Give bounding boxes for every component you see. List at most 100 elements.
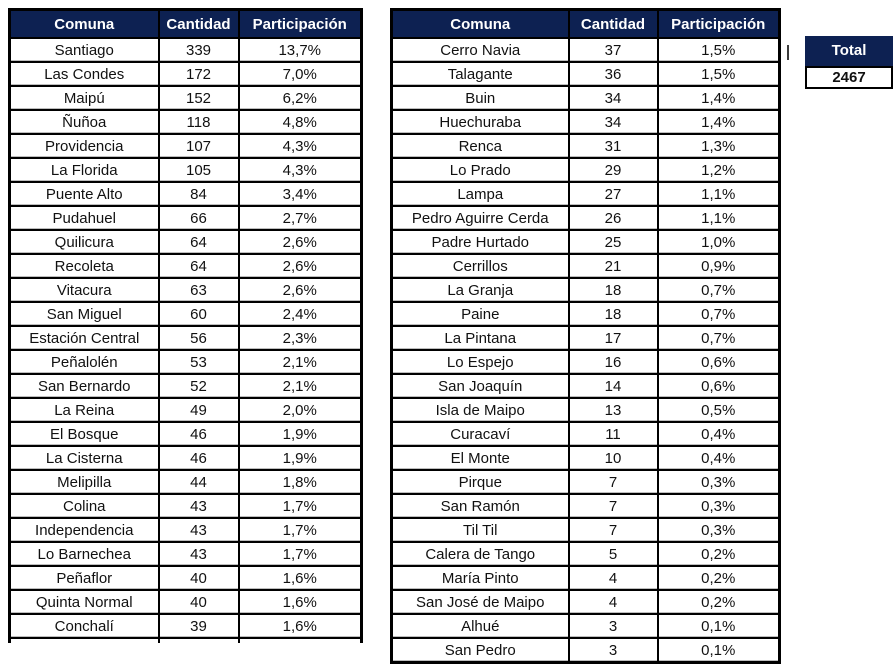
cantidad-cell: 18 xyxy=(567,277,659,303)
table-row: Buin 34 1,4% xyxy=(390,85,781,111)
participacion-cell: 0,2% xyxy=(656,541,781,567)
participacion-cell: 2,6% xyxy=(237,253,363,279)
cantidad-cell: 43 xyxy=(157,517,240,543)
participacion-cell: 7,0% xyxy=(237,61,363,87)
table-row: El Monte 10 0,4% xyxy=(390,445,781,471)
participacion-cell: 2,3% xyxy=(237,325,363,351)
cantidad-cell: 40 xyxy=(157,589,240,615)
comuna-cell: La Pintana xyxy=(390,325,570,351)
participacion-cell: 2,7% xyxy=(237,205,363,231)
cantidad-cell: 34 xyxy=(567,85,659,111)
table-row: Lampa 27 1,1% xyxy=(390,181,781,207)
table-row: Renca 31 1,3% xyxy=(390,133,781,159)
table-row: Cerrillos 21 0,9% xyxy=(390,253,781,279)
cantidad-cell: 49 xyxy=(157,397,240,423)
table-row: Paine 18 0,7% xyxy=(390,301,781,327)
table-row: San José de Maipo 4 0,2% xyxy=(390,589,781,615)
comuna-cell: La Reina xyxy=(8,397,160,423)
participacion-cell: 1,7% xyxy=(237,517,363,543)
comuna-cell: Colina xyxy=(8,493,160,519)
participacion-cell: 2,0% xyxy=(237,397,363,423)
table-row: Til Til 7 0,3% xyxy=(390,517,781,543)
participacion-cell: 1,0% xyxy=(656,229,781,255)
column-header-participacion: Participación xyxy=(237,8,363,39)
table-row: Lo Barnechea 43 1,7% xyxy=(8,541,363,567)
cantidad-cell: 14 xyxy=(567,373,659,399)
comuna-cell: El Monte xyxy=(390,445,570,471)
comuna-cell: Melipilla xyxy=(8,469,160,495)
cantidad-cell: 84 xyxy=(157,181,240,207)
table-row: Huechuraba 34 1,4% xyxy=(390,109,781,135)
participacion-cell: 2,1% xyxy=(237,373,363,399)
cantidad-cell: 52 xyxy=(157,373,240,399)
participacion-cell: 0,1% xyxy=(656,613,781,639)
participacion-cell: 1,9% xyxy=(237,445,363,471)
table-row: Santiago 339 13,7% xyxy=(8,37,363,63)
table-row: Lo Espejo 16 0,6% xyxy=(390,349,781,375)
cantidad-cell: 16 xyxy=(567,349,659,375)
column-header-cantidad: Cantidad xyxy=(567,8,659,39)
cantidad-cell: 4 xyxy=(567,589,659,615)
header-row: Comuna Cantidad Participación xyxy=(390,8,781,39)
participacion-cell: 0,2% xyxy=(656,565,781,591)
participacion-cell: 1,1% xyxy=(656,181,781,207)
cantidad-cell: 11 xyxy=(567,421,659,447)
participacion-cell: 0,7% xyxy=(656,277,781,303)
table-row: El Bosque 46 1,9% xyxy=(8,421,363,447)
cantidad-cell: 64 xyxy=(157,229,240,255)
cantidad-cell: 64 xyxy=(157,253,240,279)
table-row: La Pintana 17 0,7% xyxy=(390,325,781,351)
table-row: Calera de Tango 5 0,2% xyxy=(390,541,781,567)
table-row: La Florida 105 4,3% xyxy=(8,157,363,183)
comuna-cell: San Bernardo xyxy=(8,373,160,399)
table-row: Conchalí 39 1,6% xyxy=(8,613,363,639)
comuna-cell: Lo Barnechea xyxy=(8,541,160,567)
cantidad-cell: 4 xyxy=(567,565,659,591)
comuna-cell: Curacaví xyxy=(390,421,570,447)
participacion-cell: 0,9% xyxy=(656,253,781,279)
cantidad-cell: 40 xyxy=(157,565,240,591)
cantidad-cell: 107 xyxy=(157,133,240,159)
participacion-cell: 0,6% xyxy=(656,373,781,399)
comuna-cell: Independencia xyxy=(8,517,160,543)
comuna-cell: Vitacura xyxy=(8,277,160,303)
table-row: Melipilla 44 1,8% xyxy=(8,469,363,495)
participacion-cell: 4,3% xyxy=(237,157,363,183)
comuna-cell: Puente Alto xyxy=(8,181,160,207)
participacion-cell: 0,3% xyxy=(656,517,781,543)
participacion-cell: 0,7% xyxy=(656,301,781,327)
participacion-cell: 1,2% xyxy=(656,157,781,183)
participacion-cell: 1,6% xyxy=(237,589,363,615)
comuna-cell: Recoleta xyxy=(8,253,160,279)
table-row: Lo Prado 29 1,2% xyxy=(390,157,781,183)
comuna-cell: Peñaflor xyxy=(8,565,160,591)
comuna-cell: San Pedro xyxy=(390,637,570,664)
total-value: 2467 xyxy=(805,66,893,89)
table-row: Quinta Normal 40 1,6% xyxy=(8,589,363,615)
cantidad-cell: 10 xyxy=(567,445,659,471)
cantidad-cell: 39 xyxy=(157,613,240,639)
cantidad-cell: 118 xyxy=(157,109,240,135)
cantidad-cell: 56 xyxy=(157,325,240,351)
cutoff-row-stub xyxy=(8,637,363,643)
participacion-cell: 1,9% xyxy=(237,421,363,447)
comuna-cell: San Joaquín xyxy=(390,373,570,399)
table-row: Curacaví 11 0,4% xyxy=(390,421,781,447)
cutoff-cell xyxy=(237,637,363,643)
table-row: Peñaflor 40 1,6% xyxy=(8,565,363,591)
table-row: Estación Central 56 2,3% xyxy=(8,325,363,351)
cantidad-cell: 7 xyxy=(567,493,659,519)
table-row: Maipú 152 6,2% xyxy=(8,85,363,111)
cantidad-cell: 13 xyxy=(567,397,659,423)
participacion-cell: 1,7% xyxy=(237,541,363,567)
cutoff-cell xyxy=(157,637,240,643)
participacion-cell: 1,7% xyxy=(237,493,363,519)
table-row: Padre Hurtado 25 1,0% xyxy=(390,229,781,255)
participacion-cell: 6,2% xyxy=(237,85,363,111)
cantidad-cell: 43 xyxy=(157,541,240,567)
comuna-cell: Cerrillos xyxy=(390,253,570,279)
comuna-cell: Isla de Maipo xyxy=(390,397,570,423)
comuna-cell: Huechuraba xyxy=(390,109,570,135)
comuna-cell: Padre Hurtado xyxy=(390,229,570,255)
column-header-participacion: Participación xyxy=(656,8,781,39)
